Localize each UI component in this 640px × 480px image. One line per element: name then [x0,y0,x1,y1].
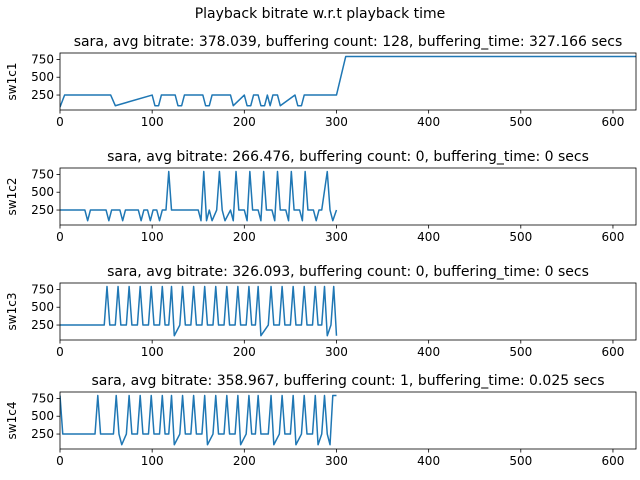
axes-frame [59,167,637,226]
x-tick-label: 400 [417,454,440,468]
y-axis-label: sw1c4 [5,402,19,440]
figure-suptitle: Playback bitrate w.r.t playback time [195,6,446,22]
x-tick-label: 200 [233,454,256,468]
y-tick-label: 250 [31,318,54,332]
y-tick-label: 750 [31,282,54,296]
subplot-4: sara, avg bitrate: 358.967, buffering co… [5,373,637,468]
x-tick-label: 300 [325,454,348,468]
y-tick-label: 250 [31,88,54,102]
y-axis-label: sw1c2 [5,178,19,216]
x-tick-label: 200 [233,230,256,244]
x-tick-label: 100 [141,115,164,129]
x-tick-label: 0 [56,454,64,468]
axes-frame [59,52,637,111]
y-tick-label: 750 [31,391,54,405]
y-tick-label: 500 [31,300,54,314]
x-tick-label: 400 [417,115,440,129]
series-line [60,55,636,108]
axes-frame [59,391,637,450]
x-tick-label: 100 [141,230,164,244]
x-tick-label: 0 [56,230,64,244]
x-tick-label: 300 [325,230,348,244]
series-line [60,394,337,446]
subplot-title: sara, avg bitrate: 358.967, buffering co… [92,373,605,389]
x-tick-label: 500 [509,115,532,129]
subplots: sara, avg bitrate: 378.039, buffering co… [5,34,637,468]
x-tick-label: 300 [325,345,348,359]
x-tick-label: 600 [602,115,625,129]
series-line [60,170,338,222]
subplot-2: sara, avg bitrate: 266.476, buffering co… [5,149,637,244]
x-tick-label: 500 [509,454,532,468]
x-tick-label: 200 [233,345,256,359]
y-tick-label: 250 [31,427,54,441]
x-tick-label: 0 [56,345,64,359]
axes-frame [59,282,637,341]
x-tick-label: 400 [417,345,440,359]
x-tick-label: 300 [325,115,348,129]
x-tick-label: 500 [509,230,532,244]
subplot-1: sara, avg bitrate: 378.039, buffering co… [5,34,637,129]
subplot-title: sara, avg bitrate: 266.476, buffering co… [107,149,589,165]
subplot-title: sara, avg bitrate: 326.093, buffering co… [107,264,589,280]
x-tick-label: 100 [141,454,164,468]
x-tick-label: 600 [602,345,625,359]
x-tick-label: 600 [602,230,625,244]
y-axis-label: sw1c1 [5,63,19,101]
x-tick-label: 400 [417,230,440,244]
y-tick-label: 500 [31,185,54,199]
x-tick-label: 600 [602,454,625,468]
x-tick-label: 500 [509,345,532,359]
series-line [60,285,338,337]
x-tick-label: 200 [233,115,256,129]
y-tick-label: 750 [31,167,54,181]
y-axis-label: sw1c3 [5,293,19,331]
subplot-title: sara, avg bitrate: 378.039, buffering co… [74,34,623,50]
y-tick-label: 250 [31,203,54,217]
y-tick-label: 750 [31,52,54,66]
y-tick-label: 500 [31,409,54,423]
subplot-3: sara, avg bitrate: 326.093, buffering co… [5,264,637,359]
y-tick-label: 500 [31,70,54,84]
x-tick-label: 0 [56,115,64,129]
x-tick-label: 100 [141,345,164,359]
